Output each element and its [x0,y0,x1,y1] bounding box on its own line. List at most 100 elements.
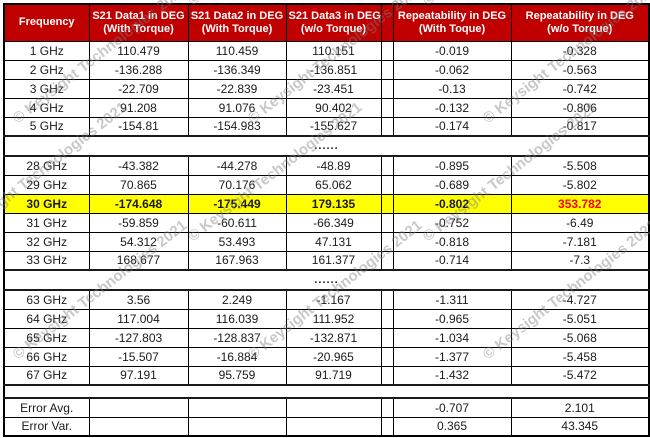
s21-repeatability-table: Frequency S21 Data1 in DEG (With Torque)… [3,3,650,437]
data-row: 1 GHz 110.479 110.459 110.151 -0.019 -0.328 [3,40,650,61]
data-row: 4 GHz 91.208 91.076 90.402 -0.132 -0.806 [3,97,650,118]
cell-repeatability-with: -0.132 [392,97,512,118]
cell-repeatability-with: -0.714 [392,250,512,271]
cell-s21-data1: 3.56 [88,289,189,310]
col-header-s21-data1: S21 Data1 in DEG (With Torque) [88,3,189,42]
cell-frequency: 4 GHz [3,97,90,118]
cell-s21-data2: 53.493 [187,231,287,252]
data-row: 28 GHz -43.382 -44.278 -48.89 -0.895 -5.508 [3,155,650,176]
cell-repeatability-wo: -0.328 [510,40,650,61]
cell-frequency: 3 GHz [3,78,90,99]
cell-repeatability-wo: -7.181 [510,231,650,252]
cell-s21-data1 [88,416,189,437]
cell-gap [380,40,394,61]
header-label: S21 Data3 in DEG [288,9,381,22]
cell-s21-data2: 110.459 [187,40,287,61]
col-header-repeatability-wo: Repeatability in DEG (w/o Torque) [510,3,650,42]
cell-frequency: 32 GHz [3,231,90,252]
cell-s21-data1: 117.004 [88,308,189,329]
cell-repeatability-wo: 2.101 [510,397,650,418]
header-sublabel: (w/o Torque) [547,22,613,35]
cell-gap [380,231,394,252]
cell-gap [380,346,394,367]
cell-s21-data1: -136.288 [88,59,189,80]
cell-repeatability-wo: -0.806 [510,97,650,118]
cell-s21-data1: -127.803 [88,327,189,348]
cell-s21-data1: -43.382 [88,155,189,176]
cell-s21-data1: 110.479 [88,40,189,61]
col-header-gap [380,3,394,42]
cell-repeatability-with: -0.062 [392,59,512,80]
cell-repeatability-with: -1.377 [392,346,512,367]
cell-frequency: 65 GHz [3,327,90,348]
cell-repeatability-with: -0.707 [392,397,512,418]
col-header-frequency: Frequency [3,3,90,42]
cell-repeatability-with: -0.689 [392,174,512,195]
cell-repeatability-wo: 353.782 [510,193,650,214]
cell-s21-data2: -44.278 [187,155,287,176]
header-label: Repeatability in DEG [397,9,507,22]
cell-repeatability-with: -1.034 [392,327,512,348]
spacer-row [3,384,650,399]
cell-frequency: 64 GHz [3,308,90,329]
cell-repeatability-wo: -4.727 [510,289,650,310]
col-header-s21-data3: S21 Data3 in DEG (w/o Torque) [285,3,382,42]
cell-s21-data3: 65.062 [285,174,382,195]
cell-summary-label: Error Var. [3,416,90,437]
cell-repeatability-wo: -6.49 [510,212,650,233]
cell-s21-data2: -175.449 [187,193,287,214]
cell-gap [380,289,394,310]
cell-s21-data1: -15.507 [88,346,189,367]
cell-s21-data2: -22.839 [187,78,287,99]
cell-s21-data1 [88,397,189,418]
cell-s21-data3: -1.167 [285,289,382,310]
cell-frequency: 29 GHz [3,174,90,195]
cell-s21-data2: 2.249 [187,289,287,310]
header-sublabel: (w/o Torque) [300,22,367,35]
cell-s21-data3: 91.719 [285,365,382,386]
cell-gap [380,212,394,233]
header-sublabel: (With Torque) [103,22,174,35]
cell-repeatability-with: -0.174 [392,116,512,137]
cell-repeatability-wo: -7.3 [510,250,650,271]
data-row: 65 GHz -127.803 -128.837 -132.871 -1.034 -5.0… [3,327,650,348]
cell-frequency: 66 GHz [3,346,90,367]
data-row: 67 GHz 97.191 95.759 91.719 -1.432 -5.472 [3,365,650,386]
cell-repeatability-wo: -5.472 [510,365,650,386]
cell-gap [380,116,394,137]
cell-repeatability-with: -0.818 [392,231,512,252]
cell-gap [380,308,394,329]
header-sublabel: (With Toque) [418,22,486,35]
data-row: 64 GHz 117.004 116.039 111.952 -0.965 -5.051 [3,308,650,329]
cell-s21-data3 [285,397,382,418]
cell-s21-data3: -23.451 [285,78,382,99]
cell-s21-data2: 167.963 [187,250,287,271]
cell-s21-data1: 70.865 [88,174,189,195]
cell-s21-data3: -48.89 [285,155,382,176]
cell-gap [380,416,394,437]
cell-repeatability-with: -1.311 [392,289,512,310]
cell-frequency: 67 GHz [3,365,90,386]
header-label: Frequency [18,16,75,29]
cell-s21-data3: -155.627 [285,116,382,137]
cell-s21-data3: -20.965 [285,346,382,367]
cell-s21-data2: 116.039 [187,308,287,329]
cell-frequency: 1 GHz [3,40,90,61]
cell-gap [380,397,394,418]
cell-s21-data1: -59.859 [88,212,189,233]
col-header-s21-data2: S21 Data2 in DEG (With Torque) [187,3,287,42]
cell-repeatability-with: -0.895 [392,155,512,176]
cell-frequency: 30 GHz [3,193,90,214]
cell-s21-data1: -154.81 [88,116,189,137]
cell-repeatability-wo: -5.458 [510,346,650,367]
cell-repeatability-wo: -5.051 [510,308,650,329]
cell-s21-data1: 91.208 [88,97,189,118]
spacer-cell [3,384,650,399]
cell-s21-data2: 91.076 [187,97,287,118]
col-header-repeatability-with: Repeatability in DEG (With Toque) [392,3,512,42]
cell-s21-data3: 161.377 [285,250,382,271]
cell-s21-data3: -136.851 [285,59,382,80]
cell-repeatability-with: -0.752 [392,212,512,233]
cell-repeatability-with: -0.13 [392,78,512,99]
cell-s21-data2: -60.611 [187,212,287,233]
